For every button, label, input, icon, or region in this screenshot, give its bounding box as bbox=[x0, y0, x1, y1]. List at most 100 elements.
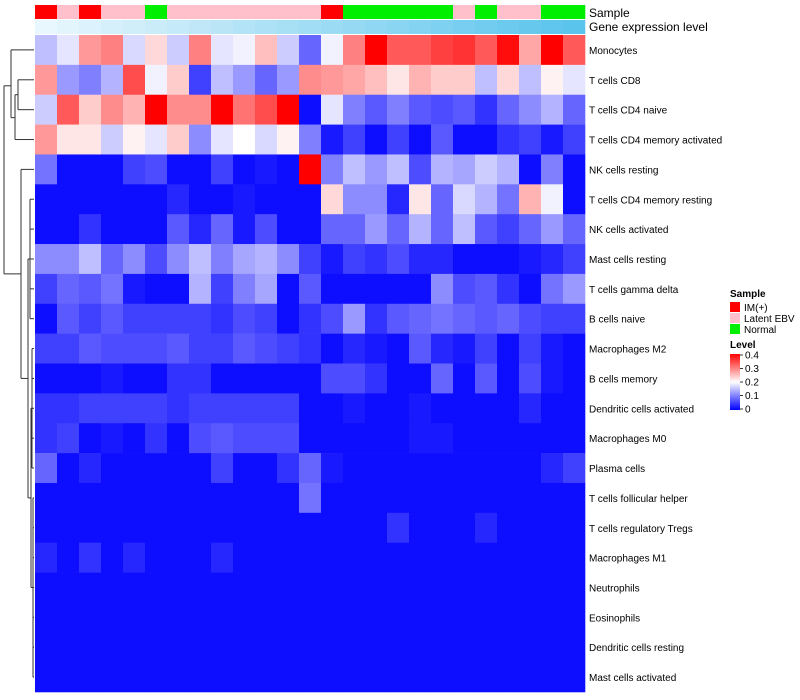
heatmap-cell bbox=[365, 94, 388, 125]
heatmap-cell bbox=[189, 154, 212, 185]
heatmap-cell bbox=[365, 363, 388, 394]
heatmap-cell bbox=[453, 244, 476, 275]
expression-annotation-cell bbox=[409, 20, 432, 34]
heatmap-cell bbox=[365, 214, 388, 245]
heatmap-cell bbox=[409, 64, 432, 96]
heatmap-cell bbox=[277, 512, 300, 543]
heatmap-cell bbox=[365, 303, 388, 334]
heatmap-cell bbox=[123, 542, 146, 573]
heatmap-cell bbox=[123, 64, 146, 96]
heatmap-cell bbox=[167, 35, 190, 66]
heatmap-cell bbox=[277, 423, 300, 454]
heatmap-cell bbox=[409, 632, 432, 663]
heatmap-cell bbox=[101, 602, 124, 633]
level-tick-label: 0.3 bbox=[745, 364, 759, 375]
heatmap-cell bbox=[101, 512, 124, 543]
heatmap-cell bbox=[343, 572, 366, 603]
heatmap-cell bbox=[497, 572, 520, 603]
heatmap-cell bbox=[365, 393, 388, 424]
heatmap-cell bbox=[365, 423, 388, 454]
heatmap-cell bbox=[343, 244, 366, 275]
heatmap-cell bbox=[145, 602, 168, 633]
heatmap-cell bbox=[101, 363, 124, 394]
heatmap-cell bbox=[475, 214, 498, 245]
heatmap-cell bbox=[321, 35, 344, 66]
heatmap-cell bbox=[189, 662, 212, 693]
heatmap-cell bbox=[79, 572, 102, 603]
heatmap-cell bbox=[409, 393, 432, 424]
heatmap-cell bbox=[519, 273, 542, 305]
heatmap-cell bbox=[233, 453, 256, 484]
expression-annotation-cell bbox=[497, 20, 520, 34]
heatmap-cell bbox=[475, 244, 498, 275]
heatmap-cell bbox=[101, 184, 124, 215]
heatmap-cell bbox=[299, 453, 322, 484]
heatmap-cell bbox=[255, 124, 278, 155]
heatmap-cell bbox=[299, 64, 322, 96]
heatmap-cell bbox=[211, 64, 234, 96]
row-label: Dendritic cells activated bbox=[589, 404, 694, 415]
heatmap-cell bbox=[57, 64, 80, 96]
expression-annotation-cell bbox=[35, 20, 58, 34]
sample-annotation-cell bbox=[167, 5, 190, 19]
heatmap-cell bbox=[35, 184, 58, 215]
heatmap-cell bbox=[475, 333, 498, 364]
heatmap-cell bbox=[255, 35, 278, 66]
heatmap-cell bbox=[145, 124, 168, 155]
heatmap-cell bbox=[387, 303, 410, 334]
heatmap-cell bbox=[475, 363, 498, 394]
heatmap-cell bbox=[321, 94, 344, 125]
heatmap-cell bbox=[321, 602, 344, 633]
heatmap-cell bbox=[519, 602, 542, 633]
heatmap-cell bbox=[145, 64, 168, 96]
heatmap-cell bbox=[563, 512, 586, 543]
heatmap-cell bbox=[211, 512, 234, 543]
heatmap-cell bbox=[409, 244, 432, 275]
heatmap-cell bbox=[255, 602, 278, 633]
heatmap-cell bbox=[563, 542, 586, 573]
heatmap-cell bbox=[35, 393, 58, 424]
heatmap-cell bbox=[189, 363, 212, 394]
heatmap-cell bbox=[57, 303, 80, 334]
heatmap-cell bbox=[79, 602, 102, 633]
heatmap-cell bbox=[79, 423, 102, 454]
heatmap-cell bbox=[79, 512, 102, 543]
heatmap-cell bbox=[365, 453, 388, 484]
heatmap-cell bbox=[365, 542, 388, 573]
heatmap-cell bbox=[255, 214, 278, 245]
heatmap-cell bbox=[101, 94, 124, 125]
heatmap-cell bbox=[453, 154, 476, 185]
heatmap-cell bbox=[233, 393, 256, 424]
expression-annotation-cell bbox=[211, 20, 234, 34]
heatmap-cell bbox=[123, 632, 146, 663]
heatmap-cell bbox=[101, 35, 124, 66]
heatmap-cell bbox=[343, 423, 366, 454]
heatmap-cell bbox=[211, 333, 234, 364]
heatmap-cell bbox=[299, 273, 322, 305]
heatmap-cell bbox=[343, 363, 366, 394]
heatmap-cell bbox=[189, 602, 212, 633]
expression-annotation-cell bbox=[255, 20, 278, 34]
heatmap-cell bbox=[519, 35, 542, 66]
heatmap-cell bbox=[145, 482, 168, 514]
expression-annotation-cell bbox=[145, 20, 168, 34]
heatmap-cell bbox=[563, 333, 586, 364]
row-label: T cells CD4 memory resting bbox=[589, 195, 712, 206]
heatmap-cell bbox=[167, 64, 190, 96]
column-annotations bbox=[35, 5, 586, 34]
expression-annotation-cell bbox=[453, 20, 476, 34]
heatmap-cell bbox=[277, 333, 300, 364]
heatmap-cell bbox=[123, 154, 146, 185]
heatmap-cell bbox=[453, 363, 476, 394]
sample-annotation-cell bbox=[233, 5, 256, 19]
heatmap-cell bbox=[343, 333, 366, 364]
heatmap-cell bbox=[35, 542, 58, 573]
sample-annotation-cell bbox=[409, 5, 432, 19]
heatmap-cell bbox=[299, 333, 322, 364]
heatmap-cell bbox=[475, 94, 498, 125]
heatmap-cell bbox=[475, 35, 498, 66]
heatmap-cell bbox=[79, 632, 102, 663]
heatmap-cell bbox=[57, 423, 80, 454]
expression-annotation-cell bbox=[519, 20, 542, 34]
annotation-label-sample: Sample bbox=[589, 6, 630, 20]
